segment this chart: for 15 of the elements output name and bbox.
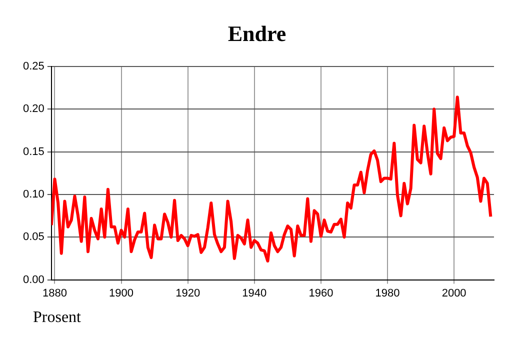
y-tick-label: 0.10: [22, 188, 44, 200]
x-tick-label: 1980: [375, 287, 400, 300]
y-tick-label: 0.20: [22, 103, 44, 116]
chart-title: Endre: [228, 20, 286, 46]
y-tick-label: 0.25: [22, 60, 44, 72]
x-tick-label: 1960: [308, 287, 334, 300]
y-axis-title: Prosent: [33, 309, 82, 326]
x-tick-label: 1940: [242, 287, 267, 300]
x-tick-label: 1900: [109, 287, 134, 300]
y-tick-label: 0.15: [22, 146, 44, 158]
y-tick-label: 0.05: [22, 231, 44, 244]
x-tick-label: 1880: [42, 287, 67, 300]
x-tick-label: 2000: [442, 287, 466, 300]
x-tick-label: 1920: [176, 287, 200, 300]
y-tick-label: 0.00: [22, 274, 44, 286]
